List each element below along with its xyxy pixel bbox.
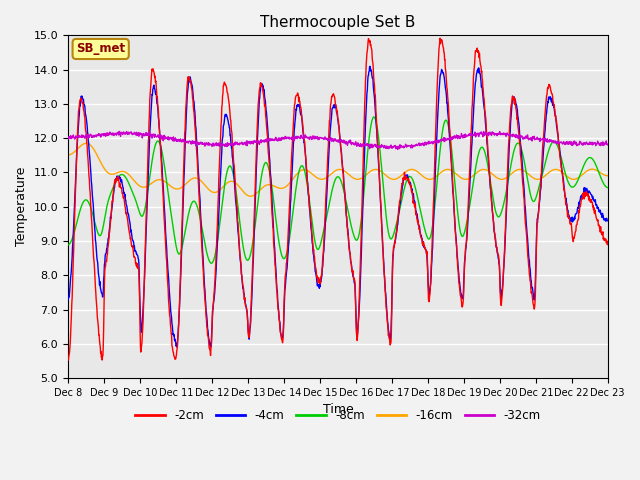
-32cm xyxy=(394,146,401,152)
-2cm xyxy=(172,355,179,361)
-16cm xyxy=(541,173,548,179)
-16cm xyxy=(83,140,90,146)
Title: Thermocouple Set B: Thermocouple Set B xyxy=(260,15,415,30)
Legend: -2cm, -4cm, -8cm, -16cm, -32cm: -2cm, -4cm, -8cm, -16cm, -32cm xyxy=(131,405,545,427)
-8cm xyxy=(207,260,215,266)
Line: -8cm: -8cm xyxy=(68,117,608,263)
-4cm xyxy=(173,344,180,350)
-2cm xyxy=(604,239,612,244)
Y-axis label: Temperature: Temperature xyxy=(15,167,28,246)
-32cm xyxy=(172,135,179,141)
-8cm xyxy=(493,212,500,218)
-16cm xyxy=(247,193,255,199)
-8cm xyxy=(64,242,72,248)
-8cm xyxy=(245,256,253,262)
-2cm xyxy=(493,245,500,251)
-8cm xyxy=(604,185,612,191)
-2cm xyxy=(436,36,444,41)
-4cm xyxy=(493,244,500,250)
Line: -16cm: -16cm xyxy=(68,143,608,196)
-16cm xyxy=(422,176,430,181)
-32cm xyxy=(245,140,253,146)
-4cm xyxy=(171,336,179,342)
-8cm xyxy=(370,114,378,120)
-8cm xyxy=(184,213,192,219)
-32cm xyxy=(184,140,192,146)
-16cm xyxy=(172,186,179,192)
-4cm xyxy=(366,63,374,69)
-4cm xyxy=(422,248,430,254)
-32cm xyxy=(493,131,500,137)
-2cm xyxy=(184,75,192,81)
-4cm xyxy=(541,137,548,143)
-4cm xyxy=(184,79,192,84)
-16cm xyxy=(604,173,612,179)
Line: -4cm: -4cm xyxy=(68,66,608,347)
-32cm xyxy=(64,136,72,142)
-2cm xyxy=(64,355,72,361)
-8cm xyxy=(422,231,430,237)
-32cm xyxy=(115,129,123,134)
-32cm xyxy=(541,138,548,144)
-4cm xyxy=(604,218,612,224)
-2cm xyxy=(245,335,253,341)
-32cm xyxy=(422,142,430,148)
-8cm xyxy=(171,236,179,242)
Line: -32cm: -32cm xyxy=(68,132,608,149)
Line: -2cm: -2cm xyxy=(68,38,608,360)
-32cm xyxy=(604,142,612,147)
-16cm xyxy=(493,175,500,180)
X-axis label: Time: Time xyxy=(323,404,353,417)
-2cm xyxy=(541,120,548,126)
-16cm xyxy=(184,179,192,184)
-2cm xyxy=(65,357,72,363)
-4cm xyxy=(245,334,253,340)
-4cm xyxy=(64,297,72,303)
-16cm xyxy=(64,152,72,158)
-16cm xyxy=(245,193,253,199)
-8cm xyxy=(541,164,548,169)
-2cm xyxy=(422,247,429,252)
Text: SB_met: SB_met xyxy=(76,42,125,56)
